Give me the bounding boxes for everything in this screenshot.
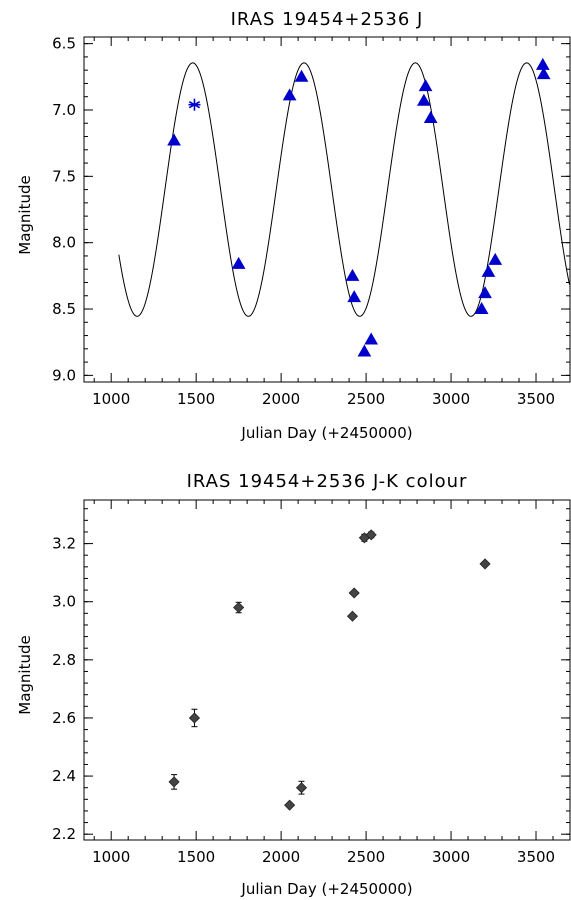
j-band-triangle-point — [231, 256, 246, 269]
j-k-chart-title: IRAS 19454+2536 J-K colour — [187, 471, 468, 492]
j-k-x-tick-label: 3000 — [432, 848, 470, 866]
j-k-x-tick-label: 1500 — [177, 848, 215, 866]
j-k-y-tick-label: 2.2 — [52, 825, 76, 843]
j-k-y-axis-title: Magnitude — [16, 635, 34, 714]
j-k-diamond-point — [295, 782, 308, 794]
j-band-y-ticks: 6.5 7.0 7.5 8.0 8.5 9.0 — [52, 35, 570, 384]
j-k-y-tick-label: 3.0 — [52, 593, 76, 611]
j-band-triangle-point — [357, 344, 372, 357]
j-k-x-axis-title: Julian Day (+2450000) — [240, 880, 412, 898]
j-band-x-tick-label: 2500 — [347, 390, 385, 408]
j-band-triangle-point — [478, 286, 492, 299]
j-k-diamond-point — [348, 587, 360, 599]
j-band-y-axis-title: Magnitude — [16, 175, 34, 254]
j-band-triangle-point — [535, 57, 550, 70]
j-k-diamond-point — [346, 610, 359, 622]
j-k-x-tick-label: 3500 — [517, 848, 555, 866]
j-band-triangle-point — [474, 302, 489, 315]
j-k-diamond-point — [479, 558, 491, 570]
j-k-y-tick-label: 3.2 — [52, 535, 76, 553]
j-band-triangle-point — [423, 110, 438, 123]
j-k-y-tick-label: 2.6 — [52, 709, 76, 727]
j-band-triangle-point — [347, 290, 362, 303]
j-k-x-ticks: 1000 1500 2000 2500 3000 3500 — [92, 500, 571, 866]
j-k-diamond-point — [233, 601, 245, 614]
j-k-y-tick-label: 2.8 — [52, 651, 76, 669]
j-band-triangle-point — [481, 264, 496, 277]
j-k-diamond-point — [365, 529, 377, 541]
j-k-data-points — [168, 529, 491, 811]
j-band-triangle-point — [345, 268, 360, 281]
j-band-asterisk-point — [188, 98, 201, 111]
j-k-x-tick-label: 1000 — [92, 848, 130, 866]
j-band-x-axis-title: Julian Day (+2450000) — [240, 424, 412, 442]
j-k-diamond-point — [168, 776, 180, 788]
j-band-x-tick-label: 2000 — [262, 390, 300, 408]
j-band-triangle-point — [167, 133, 181, 146]
j-k-diamond-point — [188, 712, 201, 724]
j-band-light-curve-panel: IRAS 19454+2536 J Julian Day (+2450000) … — [16, 9, 571, 442]
j-k-plot-frame — [83, 499, 571, 841]
j-band-y-tick-label: 9.0 — [52, 366, 76, 384]
j-band-x-tick-label: 1500 — [177, 390, 215, 408]
j-band-plot-frame — [83, 36, 571, 383]
j-k-y-tick-label: 2.4 — [52, 767, 76, 785]
j-k-x-tick-label: 2500 — [347, 848, 385, 866]
j-band-fit-curve-group — [118, 62, 570, 317]
j-band-x-ticks: 1000 1500 2000 2500 3000 3500 — [92, 37, 571, 408]
j-band-triangle-point — [536, 67, 551, 80]
j-band-triangle-point — [364, 332, 379, 345]
j-band-y-tick-label: 8.5 — [52, 300, 76, 318]
j-band-x-tick-label: 3500 — [517, 390, 555, 408]
j-band-data-points — [167, 57, 551, 357]
j-band-triangle-point — [418, 79, 433, 92]
j-band-triangle-point — [488, 252, 503, 265]
j-band-y-tick-label: 6.5 — [52, 35, 76, 53]
j-band-triangle-point — [416, 93, 431, 106]
j-k-x-tick-label: 2000 — [262, 848, 300, 866]
j-band-triangle-point — [282, 88, 297, 101]
j-band-y-tick-label: 7.5 — [52, 167, 76, 185]
j-band-y-tick-label: 8.0 — [52, 234, 76, 252]
j-k-colour-panel: IRAS 19454+2536 J-K colour Julian Day (+… — [16, 471, 571, 898]
j-band-chart-title: IRAS 19454+2536 J — [231, 9, 424, 30]
j-k-diamond-point — [284, 799, 296, 811]
j-band-y-tick-label: 7.0 — [52, 101, 76, 119]
j-band-triangle-point — [294, 69, 309, 82]
j-band-x-tick-label: 1000 — [92, 390, 130, 408]
j-band-fit-curve — [118, 62, 570, 317]
j-band-x-tick-label: 3000 — [432, 390, 470, 408]
j-k-y-ticks: 2.2 2.4 2.6 2.8 3.0 3.2 — [52, 508, 570, 843]
